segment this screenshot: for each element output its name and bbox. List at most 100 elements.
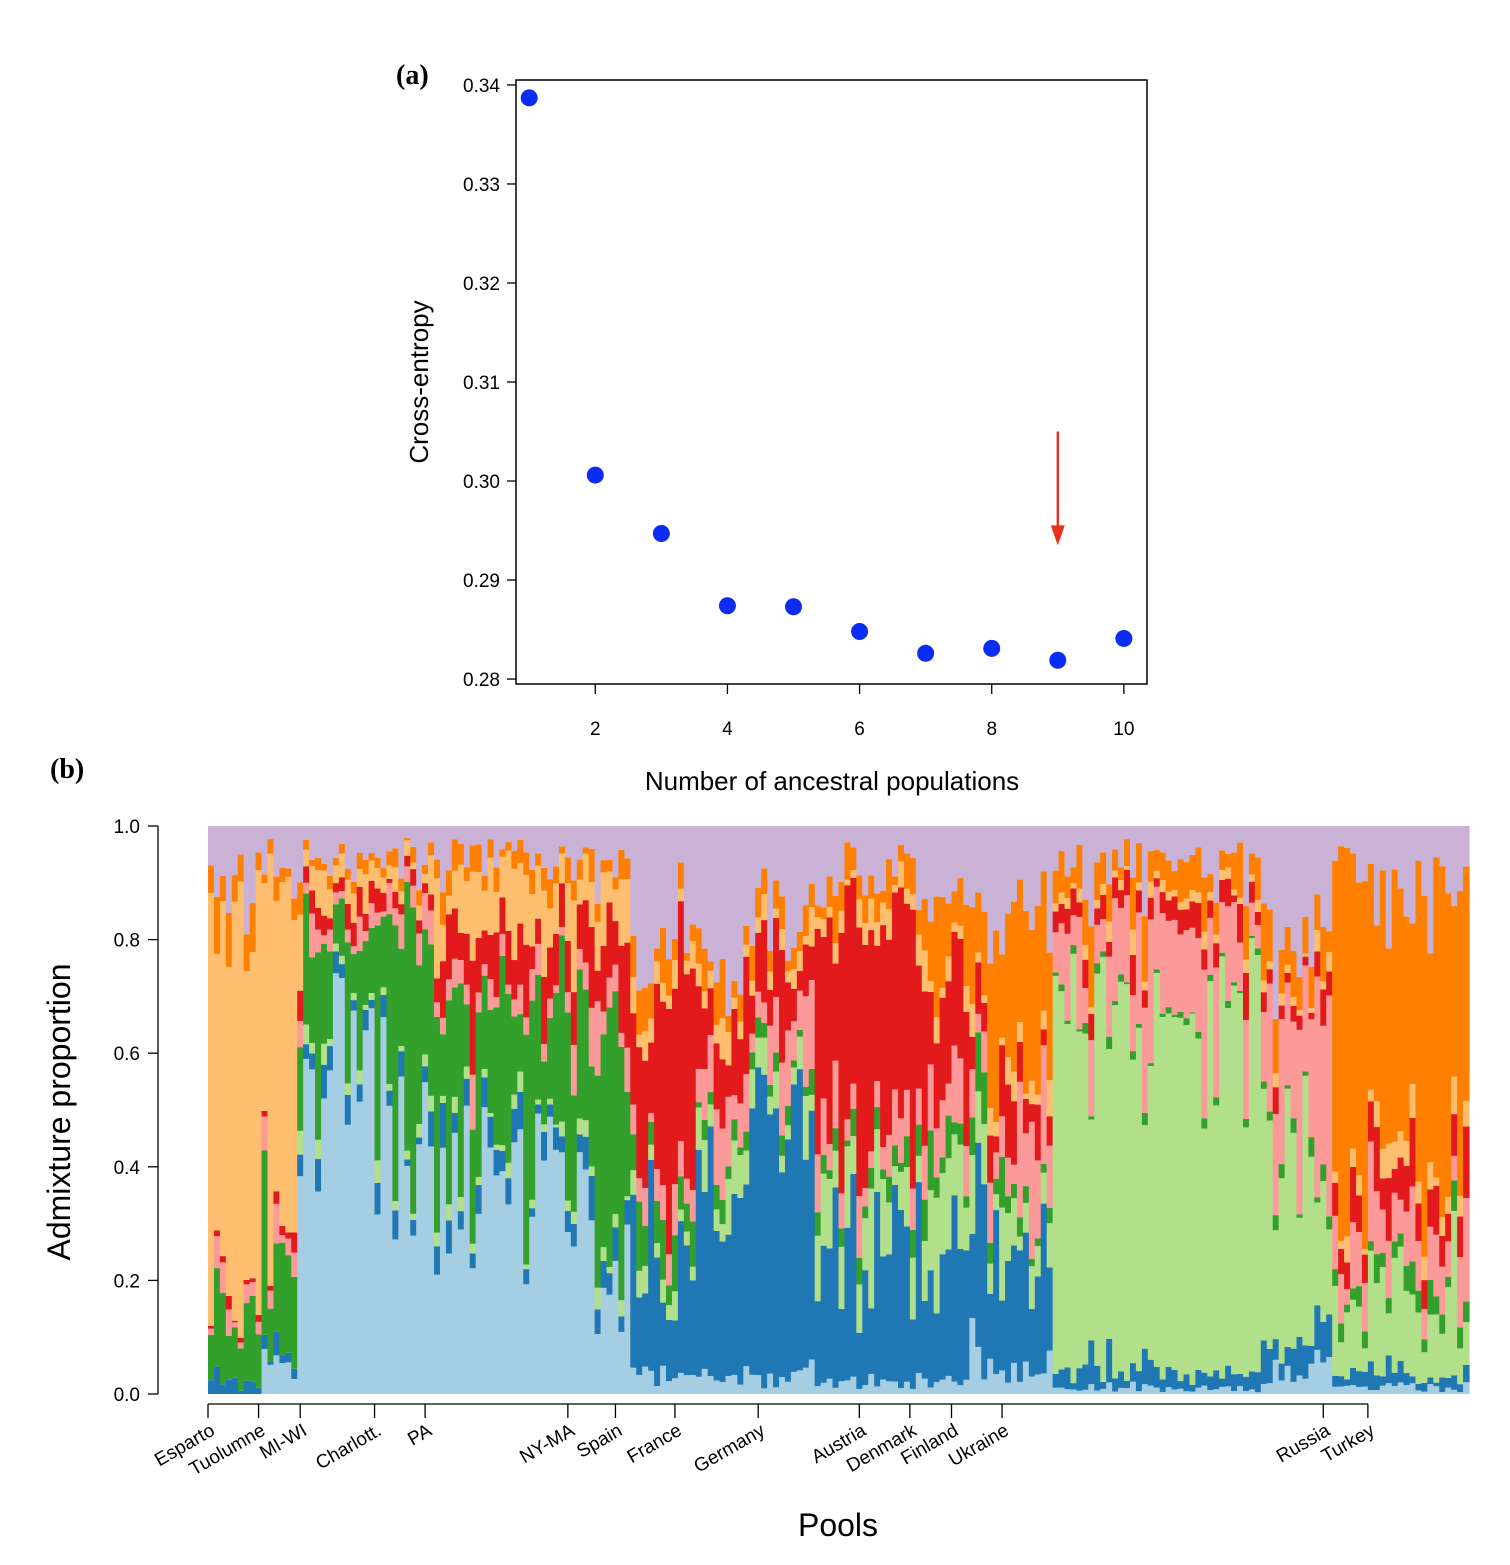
- admixture-segment: [957, 826, 965, 879]
- admixture-segment: [624, 942, 631, 1048]
- pool-bar: [1201, 826, 1208, 1394]
- admixture-segment: [1040, 1203, 1048, 1374]
- admixture-segment: [1177, 1017, 1185, 1382]
- admixture-segment: [743, 925, 750, 945]
- admixture-segment: [416, 933, 423, 966]
- pool-bar: [1445, 826, 1452, 1394]
- admixture-segment: [457, 1197, 465, 1212]
- pool-bar: [790, 826, 798, 1394]
- admixture-segment: [1242, 1020, 1250, 1119]
- admixture-segment: [285, 1352, 292, 1363]
- admixture-segment: [315, 1159, 322, 1192]
- admixture-segment: [499, 849, 507, 857]
- admixture-segment: [1367, 1250, 1375, 1362]
- admixture-segment: [1106, 1049, 1113, 1339]
- admixture-segment: [1106, 1338, 1113, 1383]
- admixture-segment: [1326, 1356, 1333, 1394]
- admixture-segment: [749, 945, 756, 981]
- data-point: [1049, 651, 1067, 669]
- admixture-segment: [582, 853, 590, 901]
- admixture-segment: [410, 826, 417, 847]
- pool-bar: [523, 826, 530, 1394]
- admixture-segment: [451, 908, 459, 959]
- admixture-segment: [808, 1359, 816, 1394]
- admixture-segment: [1207, 1376, 1214, 1391]
- pool-bar: [547, 826, 554, 1394]
- admixture-segment: [963, 1011, 970, 1147]
- admixture-segment: [1129, 1363, 1137, 1382]
- admixture-segment: [981, 1124, 988, 1185]
- admixture-segment: [374, 912, 382, 926]
- admixture-segment: [303, 1024, 310, 1045]
- admixture-segment: [993, 1122, 1000, 1137]
- admixture-segment: [1296, 1375, 1304, 1394]
- pool-bar: [1355, 826, 1363, 1394]
- admixture-segment: [1302, 916, 1310, 954]
- pool-bar: [267, 826, 275, 1394]
- admixture-segment: [541, 826, 548, 868]
- admixture-segment: [219, 826, 227, 876]
- admixture-segment: [779, 1172, 786, 1378]
- admixture-segment: [999, 1370, 1006, 1394]
- panel-b-label: (b): [50, 754, 84, 785]
- pool-bar: [332, 826, 340, 1394]
- admixture-segment: [1100, 883, 1107, 895]
- pool-bar: [892, 826, 899, 1394]
- admixture-segment: [636, 990, 643, 1035]
- admixture-segment: [511, 1094, 518, 1109]
- pool-bar: [457, 826, 465, 1394]
- admixture-segment: [1403, 916, 1411, 1142]
- admixture-segment: [1195, 1369, 1202, 1388]
- admixture-segment: [987, 1108, 994, 1136]
- admixture-segment: [1165, 1013, 1173, 1367]
- admixture-segment: [582, 1136, 590, 1170]
- admixture-segment: [1046, 826, 1054, 953]
- admixture-segment: [814, 1386, 822, 1394]
- pool-label: MI-WI: [256, 1420, 310, 1464]
- admixture-segment: [273, 1191, 280, 1204]
- admixture-segment: [654, 1169, 661, 1201]
- admixture-segment: [1248, 1389, 1256, 1394]
- admixture-segment: [719, 1241, 727, 1383]
- admixture-segment: [285, 1238, 292, 1256]
- admixture-segment: [1248, 902, 1256, 936]
- admixture-segment: [1034, 1104, 1042, 1161]
- pool-bar: [541, 826, 548, 1394]
- pool-label: PA: [404, 1420, 436, 1450]
- admixture-segment: [1391, 1168, 1399, 1193]
- admixture-segment: [416, 890, 423, 906]
- admixture-segment: [820, 1245, 828, 1383]
- admixture-segment: [338, 898, 346, 956]
- pool-bar: [422, 826, 429, 1394]
- admixture-segment: [1451, 1155, 1458, 1181]
- admixture-segment: [1385, 948, 1393, 1144]
- admixture-segment: [570, 1211, 578, 1224]
- admixture-segment: [380, 987, 388, 995]
- admixture-segment: [1391, 1257, 1399, 1373]
- admixture-segment: [582, 847, 590, 854]
- admixture-segment: [1135, 826, 1143, 843]
- admixture-segment: [624, 1047, 631, 1092]
- admixture-segment: [249, 1282, 257, 1296]
- pool-bar: [1451, 826, 1458, 1394]
- admixture-segment: [1350, 826, 1357, 854]
- admixture-segment: [671, 826, 679, 939]
- admixture-segment: [1314, 951, 1321, 977]
- admixture-segment: [618, 1046, 625, 1301]
- admixture-segment: [1016, 1236, 1024, 1251]
- admixture-segment: [1064, 898, 1072, 909]
- admixture-segment: [243, 1279, 251, 1285]
- admixture-segment: [1201, 931, 1208, 950]
- admixture-segment: [315, 857, 322, 871]
- admixture-segment: [886, 1381, 893, 1394]
- admixture-segment: [1153, 878, 1161, 887]
- pool-bar: [1052, 826, 1060, 1394]
- pool-bar: [814, 826, 822, 1394]
- pool-bar: [303, 826, 310, 1394]
- pool-bar: [808, 826, 816, 1394]
- admixture-segment: [267, 1290, 275, 1309]
- admixture-segment: [886, 1134, 893, 1177]
- admixture-segment: [981, 1002, 988, 1032]
- admixture-segment: [1112, 898, 1119, 1002]
